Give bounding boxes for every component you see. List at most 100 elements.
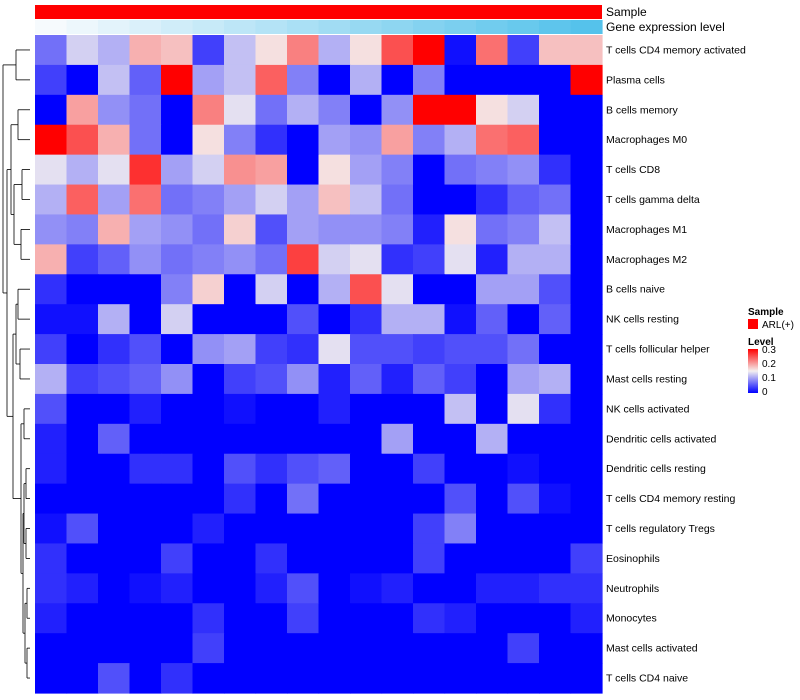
heatmap-cell	[287, 274, 320, 305]
heatmap-cell	[381, 64, 414, 96]
heatmap-cell	[192, 334, 225, 365]
heatmap-cell	[507, 94, 540, 126]
heatmap-cell	[350, 274, 383, 305]
heatmap-cell	[507, 35, 540, 66]
heatmap-cell	[413, 633, 446, 664]
heatmap-cell	[98, 304, 131, 335]
heatmap-cell	[287, 304, 320, 335]
heatmap-cell	[318, 573, 351, 604]
heatmap-cell	[192, 393, 225, 425]
heatmap-cell	[98, 603, 131, 634]
heatmap-cell	[224, 633, 257, 664]
expression-annotation-cell	[129, 20, 162, 34]
heatmap-cell	[570, 274, 603, 305]
expression-annotation-cell	[161, 20, 194, 34]
heatmap-cell	[539, 633, 572, 664]
heatmap-cell	[413, 184, 446, 216]
heatmap-cell	[381, 154, 414, 186]
heatmap-cell	[539, 214, 572, 245]
heatmap-cell	[287, 573, 320, 604]
heatmap-cell	[224, 453, 257, 485]
heatmap-cell	[539, 184, 572, 216]
heatmap-cell	[66, 633, 99, 664]
heatmap-cell	[192, 214, 225, 245]
heatmap-cell	[570, 423, 603, 455]
heatmap-cell	[35, 214, 68, 245]
heatmap-cell	[381, 274, 414, 305]
heatmap-cell	[507, 453, 540, 485]
heatmap-cell	[318, 364, 351, 395]
heatmap-cell	[129, 304, 162, 335]
heatmap-cell	[192, 64, 225, 96]
heatmap-cell	[350, 573, 383, 604]
heatmap-cell	[350, 633, 383, 664]
heatmap-cell	[476, 453, 509, 485]
heatmap-cell	[224, 214, 257, 245]
heatmap-cell	[570, 573, 603, 604]
heatmap-cell	[98, 244, 131, 275]
heatmap-cell	[381, 304, 414, 335]
heatmap-cell	[444, 663, 477, 694]
heatmap-cell	[413, 304, 446, 335]
heatmap-cell	[35, 453, 68, 485]
heatmap-cell	[224, 274, 257, 305]
legend-sample-swatch	[748, 319, 758, 329]
heatmap-cell	[35, 423, 68, 455]
heatmap-cell	[66, 64, 99, 96]
heatmap-cell	[129, 393, 162, 425]
heatmap-cell	[129, 124, 162, 156]
heatmap-cell	[570, 124, 603, 156]
heatmap-cell	[192, 423, 225, 455]
row-label: T cells CD4 memory activated	[606, 45, 746, 57]
heatmap-cell	[192, 244, 225, 275]
heatmap-cell	[476, 94, 509, 126]
legend-level-tick: 0.2	[762, 359, 776, 370]
heatmap-cell	[98, 453, 131, 485]
legend-level-tick: 0.1	[762, 373, 776, 384]
heatmap-cell	[381, 35, 414, 66]
heatmap-cell	[66, 244, 99, 275]
heatmap-cell	[350, 364, 383, 395]
heatmap-cell	[507, 423, 540, 455]
heatmap-cell	[98, 663, 131, 694]
heatmap-cell	[98, 423, 131, 455]
heatmap-cell	[192, 543, 225, 574]
heatmap-cell	[161, 94, 194, 126]
heatmap-cell	[350, 124, 383, 156]
heatmap-cell	[350, 453, 383, 485]
heatmap-cell	[476, 244, 509, 275]
heatmap-cell	[444, 274, 477, 305]
legend-level-title: Level	[748, 337, 774, 348]
heatmap-cell	[161, 124, 194, 156]
heatmap-cell	[129, 214, 162, 245]
heatmap-cell	[192, 633, 225, 664]
heatmap-cell	[539, 154, 572, 186]
heatmap-cell	[35, 483, 68, 515]
heatmap-cell	[255, 64, 288, 96]
heatmap-cell	[224, 154, 257, 186]
heatmap-cell	[192, 154, 225, 186]
expression-annotation-cell	[381, 20, 414, 34]
heatmap-cell	[444, 64, 477, 96]
heatmap-cell	[255, 334, 288, 365]
expression-annotation-cell	[318, 20, 351, 34]
heatmap-cell	[129, 663, 162, 694]
heatmap-cell	[129, 274, 162, 305]
heatmap-cell	[161, 483, 194, 515]
expression-annotation-cell	[570, 20, 603, 34]
heatmap-cell	[66, 603, 99, 634]
legends: Sample ARL(+) Level 0.3 0.2 0.1 0	[748, 307, 794, 398]
heatmap-cell	[507, 513, 540, 545]
row-label: B cells memory	[606, 104, 679, 116]
heatmap-cell	[350, 423, 383, 455]
heatmap-cell	[224, 35, 257, 66]
heatmap-cell	[35, 393, 68, 425]
heatmap-cell	[129, 64, 162, 96]
heatmap-cell	[192, 184, 225, 216]
legend-sample-title: Sample	[748, 307, 784, 318]
heatmap-cell	[476, 274, 509, 305]
row-label: Dendritic cells resting	[606, 463, 706, 475]
heatmap-cell	[35, 513, 68, 545]
expression-annotation-cell	[224, 20, 257, 34]
heatmap-cell	[350, 244, 383, 275]
